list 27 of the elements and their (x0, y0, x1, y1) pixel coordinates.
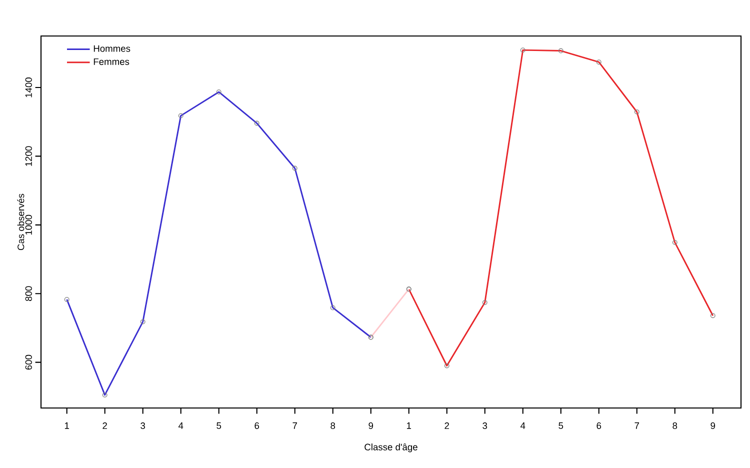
x-tick-label: 6 (254, 422, 260, 429)
x-tick-label: 3 (140, 422, 146, 429)
x-tick-label: 8 (672, 422, 678, 429)
x-axis-title: Classe d'âge (364, 443, 418, 452)
y-axis-title: Cas observés (17, 194, 24, 250)
x-tick-label: 4 (178, 422, 184, 429)
x-tick-label: 7 (292, 422, 297, 429)
x-tick-label: 1 (406, 422, 411, 429)
y-tick-label: 1400 (25, 78, 32, 98)
x-tick-label: 1 (64, 422, 69, 429)
x-tick-label: 2 (102, 422, 107, 429)
x-tick-label: 5 (216, 422, 222, 429)
x-tick-label: 9 (368, 422, 374, 429)
y-tick-label: 600 (25, 354, 32, 370)
y-tick-label: 1000 (25, 214, 32, 235)
x-tick-label: 5 (558, 422, 564, 429)
x-tick-label: 4 (520, 422, 526, 429)
legend-label: Hommes (94, 45, 130, 52)
x-tick-label: 8 (330, 422, 336, 429)
y-tick-label: 800 (25, 286, 32, 302)
y-tick-label: 1200 (25, 146, 32, 166)
x-tick-label: 6 (596, 422, 602, 429)
legend-label: Femmes (94, 58, 130, 65)
x-tick-label: 7 (634, 422, 640, 429)
x-tick-label: 3 (482, 422, 488, 429)
x-tick-label: 9 (710, 422, 716, 429)
x-tick-label: 2 (444, 422, 449, 429)
